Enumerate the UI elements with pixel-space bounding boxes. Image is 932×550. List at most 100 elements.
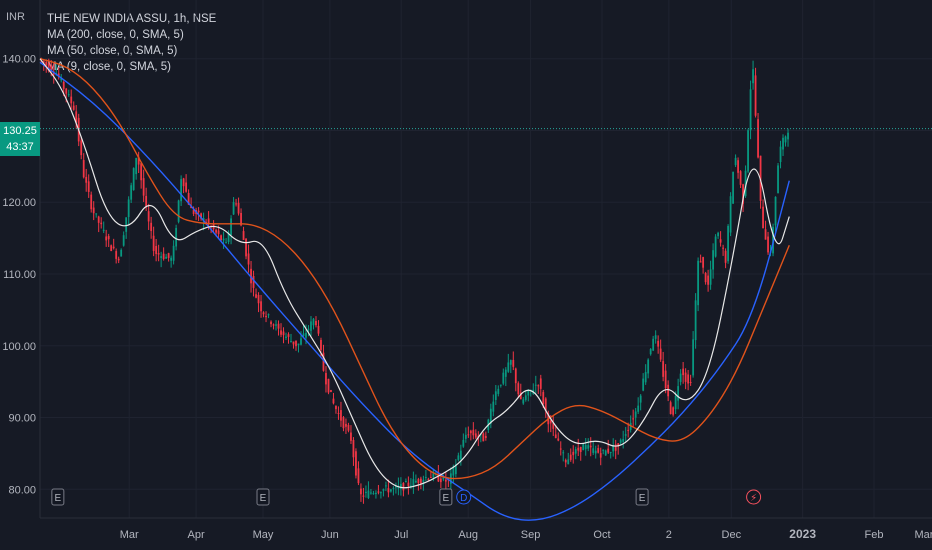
candle-body (390, 489, 392, 492)
candle-body (320, 339, 322, 350)
candle-body (72, 105, 75, 110)
candle-body (707, 275, 710, 285)
candle-body (624, 434, 627, 436)
candle-body (125, 217, 128, 232)
candle-body (250, 268, 252, 284)
candle-body (350, 432, 352, 441)
candle-body (337, 412, 340, 414)
earnings-marker[interactable] (256, 488, 270, 506)
x-tick-label: 2 (666, 529, 672, 541)
candle-body (557, 438, 560, 441)
candle-body (367, 490, 370, 498)
y-tick-label: 90.00 (8, 413, 36, 425)
candle-body (177, 200, 180, 222)
candle-body (372, 493, 375, 495)
candle-body (340, 410, 342, 421)
candle-body (200, 213, 202, 219)
candle-body (514, 368, 517, 384)
candle-body (402, 483, 405, 491)
candle-body (230, 218, 232, 236)
candle-body (92, 207, 95, 214)
ma9-line (39, 58, 790, 489)
candle-body (327, 378, 330, 393)
earnings-marker[interactable] (635, 488, 649, 506)
candle-body (682, 368, 685, 376)
candle-body (687, 374, 690, 384)
candle-body (752, 69, 754, 84)
candle-body (604, 450, 607, 456)
candle-body (612, 445, 615, 452)
candle-body (729, 196, 732, 233)
candle-body (70, 96, 73, 104)
candle-body (534, 384, 537, 386)
candle-body (310, 321, 312, 331)
candle-body (639, 395, 642, 403)
candle-body (417, 479, 420, 484)
candle-body (317, 325, 320, 334)
candle-body (452, 466, 455, 476)
bar-countdown: 43:37 (6, 141, 34, 153)
legend-ma50: MA (50, close, 0, SMA, 5) (47, 45, 178, 57)
candle-body (90, 194, 93, 210)
x-tick-label: Apr (188, 529, 205, 541)
candle-body (140, 163, 143, 181)
candle-body (677, 386, 680, 401)
candle-body (305, 332, 307, 338)
candle-body (444, 479, 447, 482)
candle-body (719, 239, 722, 243)
y-tick-label: 140.00 (2, 54, 36, 66)
candle-body (407, 482, 410, 487)
y-tick-label: 100.00 (2, 341, 36, 353)
candle-body (762, 206, 764, 229)
candle-body (694, 300, 697, 341)
candle-body (567, 459, 570, 465)
candle-body (170, 257, 173, 261)
candle-body (187, 193, 190, 205)
candle-body (217, 230, 220, 235)
earnings-marker[interactable] (439, 488, 453, 506)
candle-body (712, 250, 715, 270)
candle-body (757, 119, 759, 158)
split-marker[interactable] (746, 489, 762, 505)
earnings-marker[interactable] (51, 488, 65, 506)
candle-body (62, 81, 65, 89)
candle-body (562, 452, 565, 454)
candle-body (342, 417, 345, 429)
legend-ma200: MA (200, close, 0, SMA, 5) (47, 29, 184, 41)
candle-body (724, 250, 727, 263)
candle-body (75, 111, 78, 123)
candle-body (784, 136, 787, 143)
candle-body (287, 334, 290, 337)
candle-body (322, 352, 325, 371)
candle-body (180, 179, 183, 202)
candle-body (330, 390, 332, 392)
candle-body (467, 434, 470, 436)
candle-body (744, 170, 747, 197)
candle-body (494, 391, 497, 400)
candle-body (182, 178, 185, 187)
x-tick-label: Feb (865, 529, 884, 541)
candle-body (332, 398, 335, 404)
dividend-marker[interactable] (456, 489, 472, 505)
candle-body (647, 359, 650, 374)
x-tick-label: Dec (722, 529, 742, 541)
currency-label: INR (6, 11, 25, 23)
y-tick-label: 120.00 (2, 197, 36, 209)
candle-body (277, 323, 280, 329)
candle-body (215, 229, 217, 233)
candle-body (714, 236, 717, 257)
candle-body (527, 389, 530, 396)
candle-body (569, 454, 572, 460)
candle-body (507, 362, 510, 372)
candle-body (42, 61, 45, 63)
candle-body (759, 155, 762, 201)
candle-body (497, 388, 500, 394)
candle-body (644, 372, 647, 383)
candle-body (102, 229, 105, 231)
candle-body (594, 450, 597, 454)
candle-body (47, 63, 50, 71)
candle-body (345, 423, 347, 427)
candle-body (404, 480, 407, 483)
candle-body (469, 430, 472, 434)
